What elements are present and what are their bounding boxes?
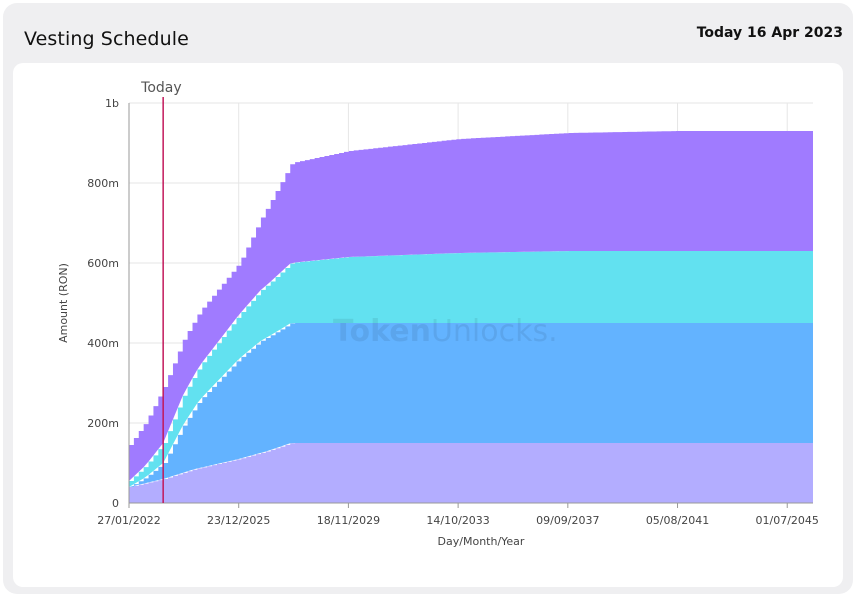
y-tick-label: 0 <box>112 497 119 510</box>
series-area-1[interactable] <box>129 323 813 487</box>
y-axis-title: Amount (RON) <box>57 263 70 343</box>
x-tick-label: 09/09/2037 <box>536 514 599 527</box>
watermark-bold: Token <box>333 314 431 349</box>
y-tick-label: 400m <box>87 337 119 350</box>
today-date-label: Today 16 Apr 2023 <box>696 25 843 41</box>
chart-panel: TokenUnlocks. 0 200m 400m 600m 800m 1b 27/01/2… <box>13 63 843 587</box>
watermark-light: Unlocks. <box>431 314 558 349</box>
area-layer <box>129 131 813 503</box>
series-area-3[interactable] <box>129 131 813 481</box>
y-tick-label: 600m <box>87 257 119 270</box>
card-title: Vesting Schedule <box>24 28 189 50</box>
x-tick-label: 18/11/2029 <box>317 514 380 527</box>
series-area-0[interactable] <box>129 443 813 503</box>
x-tick-label: 14/10/2033 <box>426 514 489 527</box>
y-tick-label: 800m <box>87 177 119 190</box>
y-tick-label: 1b <box>105 97 119 110</box>
today-marker-layer: Today <box>140 80 182 503</box>
y-tick-label: 200m <box>87 417 119 430</box>
vesting-chart: TokenUnlocks. 0 200m 400m 600m 800m 1b 27/01/2… <box>57 80 819 548</box>
series-area-2[interactable] <box>129 251 813 487</box>
vesting-schedule-card: Vesting Schedule Today 16 Apr 2023 Token… <box>3 3 853 594</box>
x-axis-title: Day/Month/Year <box>438 535 525 548</box>
x-tick-label: 01/07/2045 <box>756 514 819 527</box>
today-marker-label: Today <box>140 80 182 96</box>
watermark: TokenUnlocks. <box>333 314 558 349</box>
axis-layer: 0 200m 400m 600m 800m 1b 27/01/2022 23/12/2025 1… <box>87 97 819 527</box>
x-tick-label: 27/01/2022 <box>97 514 160 527</box>
x-tick-label: 05/08/2041 <box>646 514 709 527</box>
x-tick-label: 23/12/2025 <box>207 514 270 527</box>
